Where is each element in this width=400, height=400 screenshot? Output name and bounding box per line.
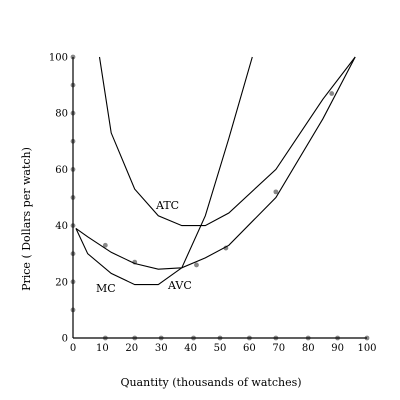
x-tick-label: 50 [214, 343, 227, 354]
x-axis-title: Quantity (thousands of watches) [120, 376, 301, 389]
x-tick-label: 90 [331, 343, 344, 354]
curve-label-avc: AVC [167, 279, 192, 292]
data-marker [329, 91, 335, 96]
y-tick-label: 0 [62, 334, 68, 345]
x-tick-label: 20 [125, 343, 138, 354]
curve-atc [98, 56, 356, 227]
cost-curves [75, 56, 356, 286]
data-marker [273, 189, 279, 195]
curve-label-atc: ATC [155, 199, 179, 212]
data-marker [194, 262, 199, 268]
curve-mc [75, 56, 253, 286]
y-axis-title: Price ( Dollars per watch) [20, 147, 33, 291]
tick-labels: 0 10 20 30 40 50 60 70 80 90 100 0 20 40 60 80 100 [49, 53, 377, 355]
x-tick-label: 10 [96, 343, 109, 354]
x-tick-label: 80 [302, 343, 315, 354]
y-tick-label: 100 [49, 53, 68, 64]
y-tick-label: 20 [55, 277, 68, 288]
data-marker [223, 245, 229, 251]
x-tick-label: 30 [155, 343, 168, 354]
data-marker [102, 242, 108, 248]
axes [72, 57, 367, 339]
y-tick-label: 80 [55, 109, 68, 120]
curve-label-mc: MC [96, 282, 116, 295]
y-tick-label: 60 [55, 165, 68, 176]
x-tick-label: 40 [184, 343, 197, 354]
curve-avc [75, 56, 356, 270]
x-tick-label: 70 [272, 343, 285, 354]
y-tick-label: 40 [55, 221, 68, 232]
x-tick-label: 100 [357, 343, 376, 354]
x-tick-label: 0 [70, 343, 76, 354]
curve-labels: ATC AVC MC [96, 199, 192, 295]
x-tick-label: 60 [243, 343, 256, 354]
